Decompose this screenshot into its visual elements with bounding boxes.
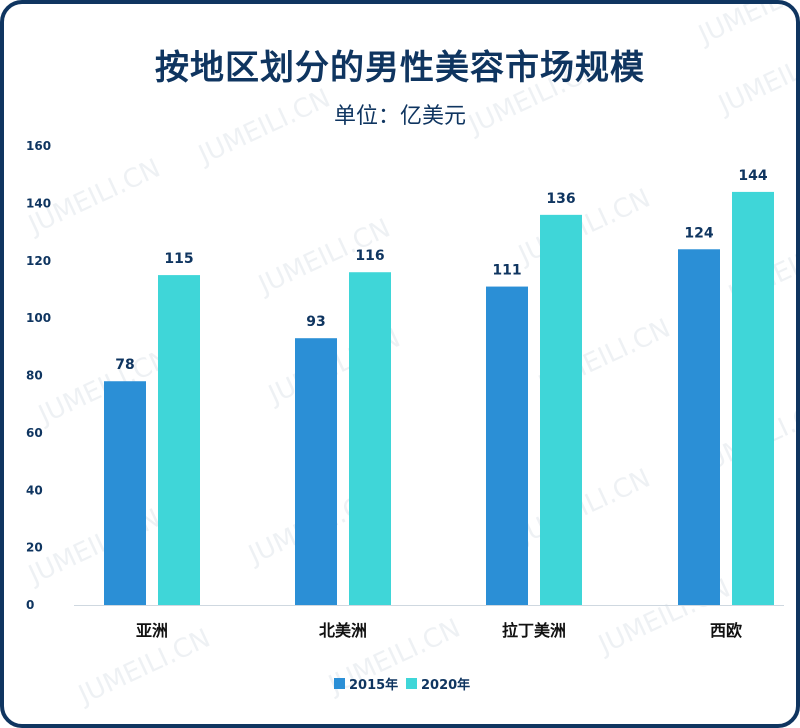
bar-2020年-西欧 (732, 191, 774, 605)
data-label: 115 (164, 251, 193, 267)
watermark-text: JUMEILI.CN (512, 463, 655, 551)
y-tick-label: 120 (26, 254, 51, 268)
chart-title: 按地区划分的男性美容市场规模 (155, 48, 645, 88)
bar-2020年-北美洲 (349, 272, 391, 605)
data-label: 93 (306, 314, 325, 330)
data-label: 124 (684, 225, 713, 241)
bar-2015年-亚洲 (104, 381, 146, 605)
watermark-text: JUMEILI.CN (462, 53, 605, 141)
x-category-label: 亚洲 (136, 621, 168, 640)
bar-2015年-西欧 (678, 249, 720, 605)
bar-chart: JUMEILI.CN JUMEILI.CNJUMEILI.CNJUMEILI.CN… (22, 4, 796, 711)
y-tick-label: 80 (26, 369, 43, 383)
x-category-label: 拉丁美洲 (502, 621, 566, 640)
x-category-label: 西欧 (710, 621, 742, 640)
watermark-text: JUMEILI.CN (692, 4, 796, 51)
bar-2020年-拉丁美洲 (540, 214, 582, 605)
y-tick-label: 100 (26, 311, 51, 325)
y-tick-label: 140 (26, 196, 51, 210)
bar-2015年-拉丁美洲 (486, 286, 528, 605)
data-label: 111 (492, 263, 521, 279)
data-label: 144 (738, 168, 767, 184)
bar-2015年-北美洲 (295, 338, 337, 605)
y-tick-label: 0 (26, 598, 34, 612)
legend-swatch (406, 678, 417, 689)
data-label: 78 (115, 357, 134, 373)
legend-label: 2015年 (349, 677, 398, 693)
legend-label: 2020年 (421, 677, 470, 693)
chart-subtitle: 单位：亿美元 (333, 104, 466, 129)
watermark-text: JUMEILI.CN (32, 343, 175, 431)
y-tick-label: 60 (26, 426, 43, 440)
watermark-text: JUMEILI.CN (712, 33, 796, 121)
data-label: 116 (355, 248, 384, 264)
y-tick-label: 160 (26, 139, 51, 153)
watermark-text: JUMEILI.CN (192, 83, 335, 171)
data-label: 136 (546, 191, 575, 207)
x-category-label: 北美洲 (319, 621, 367, 640)
y-tick-label: 40 (26, 483, 43, 497)
y-tick-label: 20 (26, 541, 43, 555)
bar-2020年-亚洲 (158, 275, 200, 605)
legend-swatch (334, 678, 345, 689)
watermark-text: JUMEILI.CN (512, 183, 655, 271)
